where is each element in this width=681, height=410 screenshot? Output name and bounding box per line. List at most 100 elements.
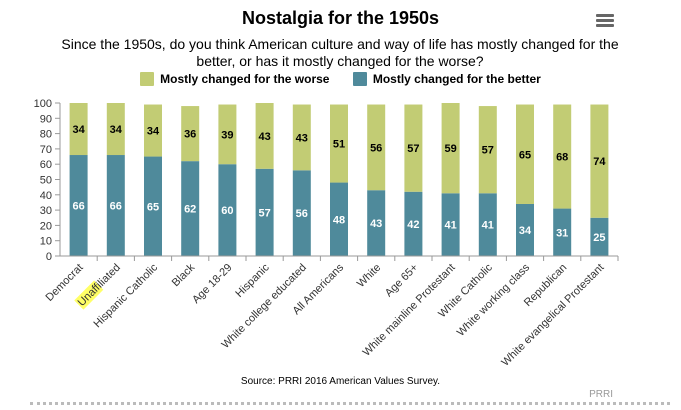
- data-label-better: 41: [482, 220, 494, 232]
- chart-subtitle: Since the 1950s, do you think American c…: [61, 36, 619, 69]
- bar-better[interactable]: [441, 193, 460, 256]
- bar-group: 43 56: [367, 104, 386, 256]
- x-tick-label: White working class: [455, 261, 533, 339]
- x-tick-label: Black: [170, 261, 198, 289]
- bar-better[interactable]: [367, 190, 386, 256]
- text-highlight: [74, 280, 104, 310]
- bar-worse[interactable]: [367, 104, 386, 191]
- y-tick-label: 80: [40, 129, 52, 141]
- x-tick-label: Age 65+: [383, 262, 421, 300]
- data-label-better: 66: [72, 201, 84, 213]
- legend-swatch-worse: [140, 72, 155, 86]
- bar-worse[interactable]: [292, 104, 311, 171]
- data-label-worse: 51: [333, 139, 345, 151]
- bar-better[interactable]: [144, 156, 162, 256]
- bar-worse[interactable]: [106, 103, 125, 156]
- bar-better[interactable]: [516, 203, 534, 256]
- bar-group: 56 43: [292, 104, 311, 256]
- y-tick-label: 60: [40, 159, 52, 171]
- bar-better[interactable]: [553, 208, 572, 256]
- data-label-worse: 68: [556, 152, 568, 164]
- bar-better[interactable]: [478, 193, 497, 256]
- data-label-worse: 34: [110, 124, 123, 136]
- data-label-worse: 59: [444, 143, 456, 155]
- x-tick-label: White: [355, 262, 383, 290]
- y-tick-label: 70: [40, 144, 52, 156]
- bar-worse[interactable]: [144, 104, 162, 157]
- legend-swatch-better: [352, 72, 367, 86]
- cropped-text-line: [30, 402, 670, 410]
- menu-icon[interactable]: [596, 14, 614, 28]
- bar-better[interactable]: [330, 182, 348, 256]
- data-label-worse: 65: [519, 149, 531, 161]
- bar-group: 41 57: [478, 106, 497, 256]
- bar-worse[interactable]: [69, 103, 88, 156]
- credit-text: PRRI: [589, 389, 613, 400]
- bar-group: 60 39: [218, 104, 237, 256]
- bar-worse[interactable]: [441, 103, 460, 194]
- data-label-better: 41: [444, 220, 456, 232]
- bar-better[interactable]: [255, 168, 274, 256]
- data-label-better: 31: [556, 227, 568, 239]
- bar-worse[interactable]: [330, 104, 348, 183]
- y-tick-label: 20: [40, 220, 52, 232]
- bar-group: 41 59: [441, 103, 460, 256]
- x-tick-label: Hispanic: [233, 261, 272, 300]
- bar-worse[interactable]: [553, 104, 572, 209]
- bar-better[interactable]: [404, 191, 423, 256]
- data-label-better: 43: [370, 218, 382, 230]
- data-label-worse: 43: [296, 132, 308, 144]
- bar-worse[interactable]: [218, 104, 237, 165]
- data-label-worse: 36: [184, 129, 196, 141]
- bar-worse[interactable]: [181, 106, 200, 162]
- data-label-worse: 57: [482, 145, 494, 157]
- data-label-worse: 39: [221, 129, 233, 141]
- data-label-better: 42: [407, 219, 419, 231]
- bar-worse[interactable]: [255, 103, 274, 169]
- bar-worse[interactable]: [590, 104, 609, 218]
- y-tick-label: 30: [40, 205, 52, 217]
- bar-worse[interactable]: [404, 104, 423, 192]
- bar-group: 34 65: [516, 104, 534, 256]
- bar-worse[interactable]: [478, 106, 497, 194]
- data-label-better: 65: [147, 201, 159, 213]
- bar-group: 65 34: [144, 104, 162, 256]
- data-label-better: 62: [184, 204, 196, 216]
- bar-better[interactable]: [218, 164, 237, 256]
- data-label-worse: 43: [258, 131, 270, 143]
- bar-better[interactable]: [181, 161, 200, 256]
- data-label-worse: 74: [593, 156, 606, 168]
- legend-item-better[interactable]: Mostly changed for the better: [352, 72, 541, 86]
- bars: 66 34 66 34 65 34 62 36 60 39 57 43 56 43 48 51 43 56 42 57…: [69, 103, 609, 256]
- bar-better[interactable]: [292, 170, 311, 256]
- legend-item-worse[interactable]: Mostly changed for the worse: [140, 72, 329, 86]
- data-label-better: 57: [258, 207, 270, 219]
- data-label-worse: 57: [407, 143, 419, 155]
- x-tick-label: Hispanic Catholic: [92, 261, 161, 330]
- data-label-worse: 34: [147, 126, 160, 138]
- y-tick-label: 90: [40, 113, 52, 125]
- data-label-better: 34: [519, 225, 532, 237]
- data-label-better: 60: [221, 205, 233, 217]
- bar-group: 62 36: [181, 106, 200, 256]
- bar-group: 25 74: [590, 104, 609, 256]
- y-tick-label: 0: [46, 251, 52, 263]
- data-label-worse: 56: [370, 142, 382, 154]
- data-label-worse: 34: [72, 124, 85, 136]
- bar-group: 66 34: [69, 103, 88, 256]
- y-axis: 0 10 20 30 40 50 60 70 80 90 100: [34, 98, 61, 263]
- bar-better[interactable]: [590, 217, 609, 256]
- tick-label-rest: iliated: [94, 262, 123, 291]
- y-tick-label: 40: [40, 190, 52, 202]
- bar-better[interactable]: [69, 155, 88, 256]
- bar-worse[interactable]: [516, 104, 534, 204]
- legend-label-worse: Mostly changed for the worse: [160, 72, 330, 86]
- bar-better[interactable]: [106, 155, 125, 256]
- y-tick-label: 50: [40, 175, 52, 187]
- source-note: Source: PRRI 2016 American Values Survey…: [240, 376, 441, 387]
- data-label-better: 56: [296, 208, 308, 220]
- bar-group: 57 43: [255, 103, 274, 256]
- data-label-better: 25: [593, 232, 605, 244]
